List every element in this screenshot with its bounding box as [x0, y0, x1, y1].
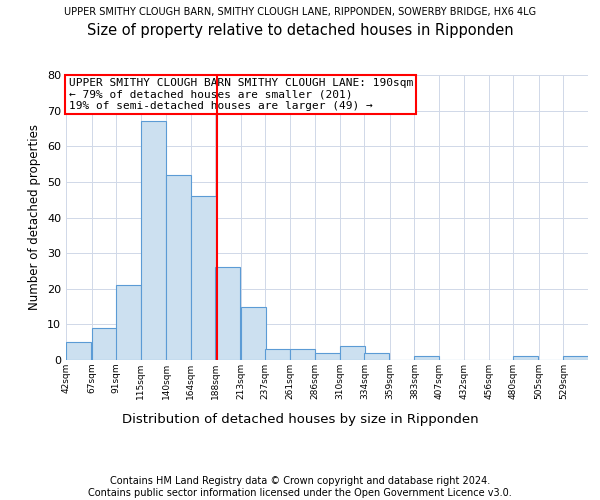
Bar	[241, 306, 266, 360]
Bar	[166, 175, 191, 360]
Bar	[514, 356, 538, 360]
Text: UPPER SMITHY CLOUGH BARN SMITHY CLOUGH LANE: 190sqm
← 79% of detached houses are: UPPER SMITHY CLOUGH BARN SMITHY CLOUGH L…	[68, 78, 413, 111]
Bar	[315, 353, 340, 360]
Bar	[563, 356, 589, 360]
Text: Distribution of detached houses by size in Ripponden: Distribution of detached houses by size …	[122, 412, 478, 426]
Bar	[215, 268, 240, 360]
Bar	[265, 350, 290, 360]
Bar	[92, 328, 116, 360]
Bar	[116, 285, 141, 360]
Bar	[364, 353, 389, 360]
Text: Contains HM Land Registry data © Crown copyright and database right 2024.
Contai: Contains HM Land Registry data © Crown c…	[88, 476, 512, 498]
Bar	[340, 346, 365, 360]
Text: Size of property relative to detached houses in Ripponden: Size of property relative to detached ho…	[86, 22, 514, 38]
Bar	[415, 356, 439, 360]
Bar	[191, 196, 215, 360]
Bar	[66, 342, 91, 360]
Bar	[140, 122, 166, 360]
Y-axis label: Number of detached properties: Number of detached properties	[28, 124, 41, 310]
Text: UPPER SMITHY CLOUGH BARN, SMITHY CLOUGH LANE, RIPPONDEN, SOWERBY BRIDGE, HX6 4LG: UPPER SMITHY CLOUGH BARN, SMITHY CLOUGH …	[64, 8, 536, 18]
Bar	[290, 350, 315, 360]
